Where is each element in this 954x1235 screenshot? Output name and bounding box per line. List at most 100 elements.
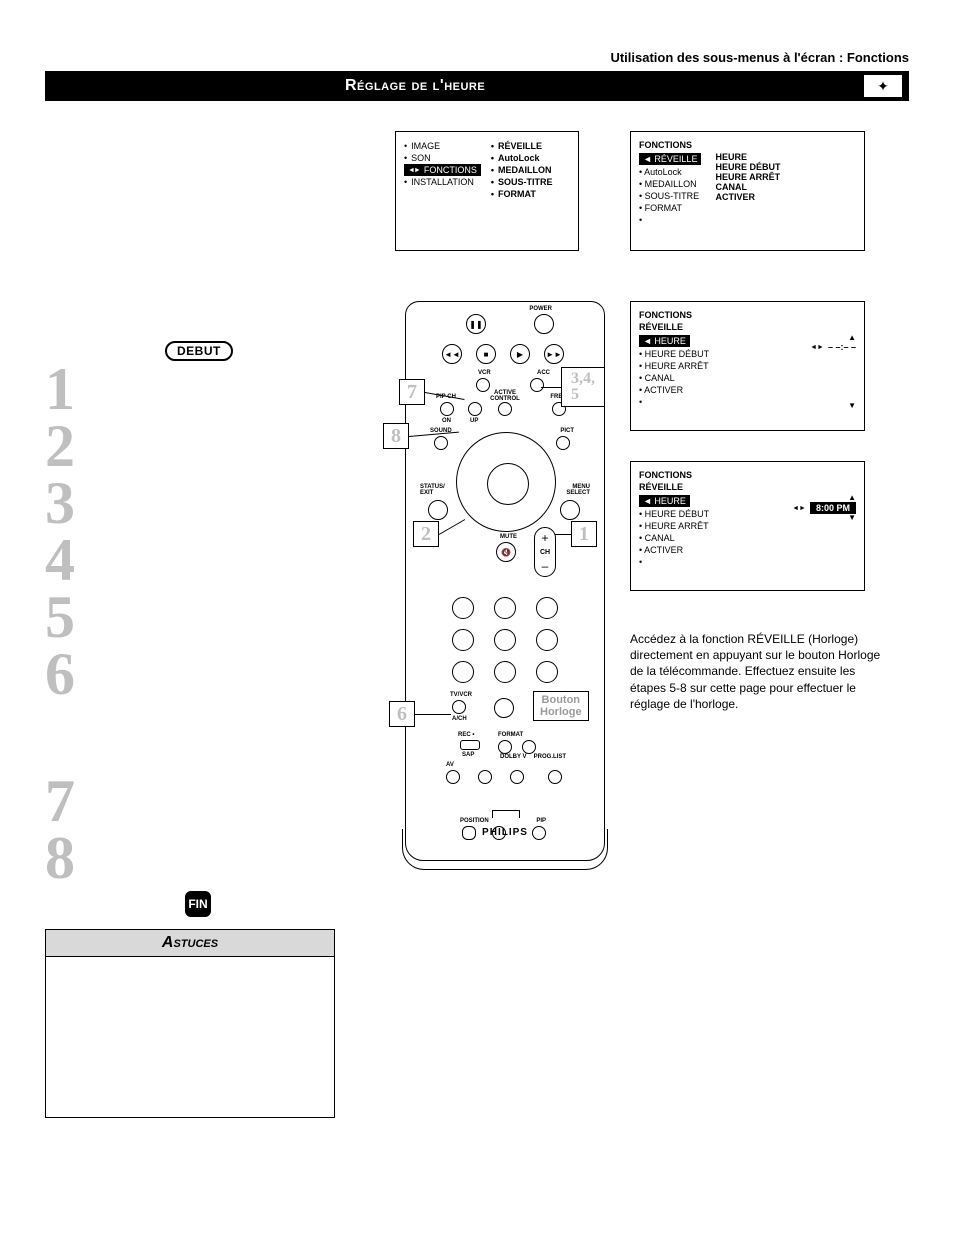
av-button[interactable] (446, 770, 460, 784)
power-button[interactable] (534, 314, 554, 334)
number-pad (452, 597, 560, 683)
active-control-label: ACTIVE CONTROL (490, 390, 520, 402)
rev2-canal: CANAL (639, 532, 709, 544)
arrow-up-icon: ▲ (810, 334, 856, 342)
menu-select-button[interactable] (560, 500, 580, 520)
pip-center-button[interactable] (492, 826, 506, 840)
format-button[interactable] (498, 740, 512, 754)
ch-minus: – (542, 559, 549, 573)
active-control-button[interactable] (498, 402, 512, 416)
osd-rev2-title2: RÉVEILLE (639, 482, 856, 492)
up-label: UP (470, 418, 478, 424)
osd-reveille-time: FONCTIONS RÉVEILLE HEURE HEURE DÉBUT HEU… (630, 461, 865, 591)
tips-header: Astuces (46, 930, 334, 957)
rev-blank (639, 396, 709, 408)
ach-button[interactable] (452, 700, 466, 714)
menu-fonctions: FONCTIONS (404, 164, 481, 176)
mute-button[interactable]: 🔇 (496, 542, 516, 562)
num-8[interactable] (494, 661, 516, 683)
pip-label: PIP (536, 818, 546, 824)
fonc-medaillon: MEDAILLON (639, 178, 701, 190)
callout-8: 8 (383, 423, 409, 449)
rev2-heure-debut: HEURE DÉBUT (639, 508, 709, 520)
osd-rev-title2: RÉVEILLE (639, 322, 856, 332)
menu-son: SON (404, 152, 481, 164)
pip-up-button[interactable] (468, 402, 482, 416)
num-4[interactable] (452, 629, 474, 651)
format-button-2[interactable] (522, 740, 536, 754)
ach-label: A/CH (452, 716, 467, 722)
vcr-button[interactable] (476, 378, 490, 392)
pause-button[interactable]: ❚❚ (466, 314, 486, 334)
pict-button[interactable] (556, 436, 570, 450)
tvvcr-label: TV/VCR (450, 692, 472, 698)
sap-button[interactable] (460, 740, 480, 750)
title-bar: Réglage de l'heure ✦ (45, 71, 909, 101)
rev2-activer: ACTIVER (639, 544, 709, 556)
rev-heure: HEURE (639, 334, 709, 348)
proglist-button[interactable] (548, 770, 562, 784)
dolby-label: DOLBY V (500, 754, 527, 760)
fonc-soustitre: SOUS-TITRE (639, 190, 701, 202)
rewind-button[interactable]: ◄◄ (442, 344, 462, 364)
channel-rocker[interactable]: + CH – (534, 527, 556, 577)
num-3[interactable] (536, 597, 558, 619)
nav-ring[interactable] (456, 432, 556, 532)
arrow-lr-icon: ◄► (810, 344, 824, 351)
position-label: POSITION (460, 818, 489, 824)
position-button[interactable] (462, 826, 476, 840)
sound-button[interactable] (434, 436, 448, 450)
time-blank-value: – –:– – (828, 342, 856, 352)
num-0[interactable] (494, 698, 514, 718)
play-button[interactable]: ▶ (510, 344, 530, 364)
num-2[interactable] (494, 597, 516, 619)
rev-canal: CANAL (639, 372, 709, 384)
stop-button[interactable]: ■ (476, 344, 496, 364)
horloge-label: Bouton Horloge (533, 691, 589, 721)
rev-heure-debut: HEURE DÉBUT (639, 348, 709, 360)
pip-button[interactable] (532, 826, 546, 840)
osd-rev2-title1: FONCTIONS (639, 470, 856, 480)
status-exit-button[interactable] (428, 500, 448, 520)
debut-badge: DEBUT (165, 341, 233, 361)
hinge (492, 810, 520, 818)
num-5[interactable] (494, 629, 516, 651)
val-activer: ACTIVER (715, 192, 780, 202)
ffwd-button[interactable]: ►► (544, 344, 564, 364)
osd-rev-title1: FONCTIONS (639, 310, 856, 320)
callout-7: 7 (399, 379, 425, 405)
val-heure-arret: HEURE ARRÊT (715, 172, 780, 182)
step-5: 5 (45, 589, 75, 646)
submenu-soustitre: SOUS-TITRE (491, 176, 553, 188)
step-4: 4 (45, 532, 75, 589)
acc-label: ACC (537, 370, 550, 376)
step-3: 3 (45, 475, 75, 532)
fonc-reveille: RÉVEILLE (639, 152, 701, 166)
tips-body (46, 957, 334, 1117)
step-7: 7 (45, 773, 75, 830)
proglist-label: PROG.LIST (534, 754, 566, 760)
num-9[interactable] (536, 661, 558, 683)
submenu-autolock: AutoLock (491, 152, 553, 164)
arrow-up-icon: ▲ (792, 494, 856, 502)
num-6[interactable] (536, 629, 558, 651)
bottom-btn-2[interactable] (478, 770, 492, 784)
menu-installation: INSTALLATION (404, 176, 481, 188)
pip-on-button[interactable] (440, 402, 454, 416)
num-7[interactable] (452, 661, 474, 683)
bottom-btn-3[interactable] (510, 770, 524, 784)
arrow-down-icon: ▼ (792, 514, 856, 522)
rev2-heure-arret: HEURE ARRÊT (639, 520, 709, 532)
acc-button[interactable] (530, 378, 544, 392)
corner-icon: ✦ (863, 74, 903, 98)
step-numbers: 1 2 3 4 5 6 7 8 (45, 361, 75, 887)
fin-badge: FIN (185, 891, 211, 917)
num-1[interactable] (452, 597, 474, 619)
callout-345: 3,4, 5 (561, 367, 605, 407)
instruction-text: Accédez à la fonction RÉVEILLE (Horloge)… (630, 631, 890, 712)
pict-label: PICT (560, 428, 574, 434)
ch-label: CH (540, 549, 550, 556)
brand-logo: PHILIPS (406, 827, 604, 838)
status-exit-label: STATUS/ EXIT (420, 484, 445, 496)
rev-heure-arret: HEURE ARRÊT (639, 360, 709, 372)
